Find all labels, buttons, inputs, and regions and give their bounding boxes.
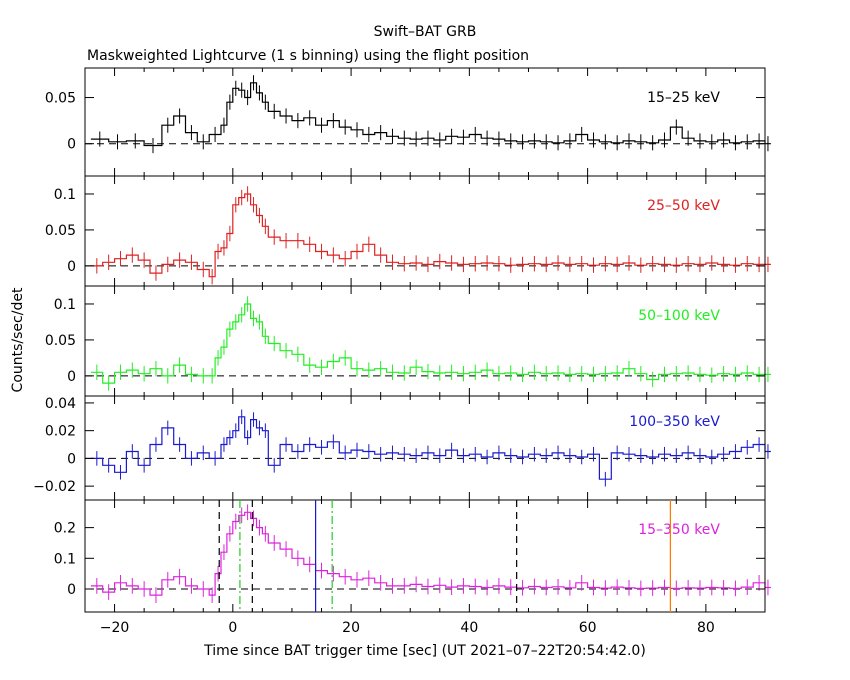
panel-frame	[84, 499, 766, 613]
panel-frame	[84, 395, 766, 501]
chart-title: Swift–BAT GRB	[374, 24, 477, 40]
panel-4: −0.02 0 0.02 0.04 100–350 keV	[33, 395, 771, 501]
x-tick-label: −20	[100, 620, 130, 636]
series-line	[90, 82, 771, 147]
y-tick-label: 0	[67, 582, 76, 598]
x-tick-label: 20	[342, 620, 360, 636]
y-tick-label: 0	[67, 259, 76, 275]
y-tick-label: −0.02	[33, 479, 76, 495]
panel-1: 0 0.05 15–25 keV	[45, 67, 771, 177]
x-tick-label: 0	[228, 620, 237, 636]
panel-frame	[84, 67, 766, 177]
y-tick-label: 0	[67, 451, 76, 467]
y-axis-label: Counts/sec/det	[10, 287, 26, 392]
x-axis-label: Time since BAT trigger time [sec] (UT 20…	[203, 643, 646, 659]
chart-subtitle: Maskweighted Lightcurve (1 s binning) us…	[87, 48, 529, 64]
y-tick-label: 0.05	[45, 333, 76, 349]
panels-group: 0 0.05 15–25 keV 0 0.05 0.1 25–50 keV 0 0.05 0.1 5…	[33, 67, 771, 636]
band-label: 15–350 keV	[638, 522, 720, 538]
x-tick-label: 80	[697, 620, 715, 636]
series-line	[90, 511, 771, 596]
panel-2: 0 0.05 0.1 25–50 keV	[45, 175, 771, 287]
y-tick-label: 0	[67, 137, 76, 153]
x-tick-label: 40	[460, 620, 478, 636]
panel-5: 0 0.1 0.2 15–350 keV	[54, 499, 771, 613]
y-tick-label: 0.2	[54, 521, 76, 537]
band-label: 100–350 keV	[629, 414, 720, 430]
band-label: 15–25 keV	[647, 90, 720, 106]
panel-frame	[84, 285, 766, 397]
y-tick-label: 0.05	[45, 223, 76, 239]
band-label: 25–50 keV	[647, 198, 720, 214]
y-tick-label: 0.1	[54, 187, 76, 203]
y-tick-label: 0.05	[45, 91, 76, 107]
y-tick-label: 0.02	[45, 424, 76, 440]
y-tick-label: 0.1	[54, 551, 76, 567]
panel-3: 0 0.05 0.1 50–100 keV	[45, 285, 771, 397]
x-tick-label: 60	[579, 620, 597, 636]
y-tick-label: 0.04	[45, 396, 76, 412]
y-tick-label: 0	[67, 369, 76, 385]
y-tick-label: 0.1	[54, 297, 76, 313]
panel-frame	[84, 175, 766, 287]
band-label: 50–100 keV	[638, 308, 720, 324]
